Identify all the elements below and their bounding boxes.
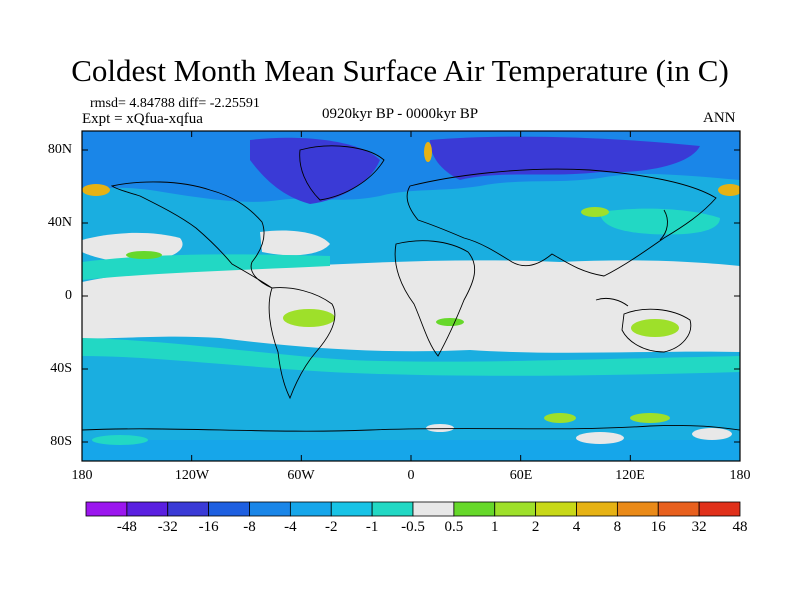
period-label: 0920kyr BP - 0000kyr BP [322,106,479,122]
coast-greenland [299,145,385,201]
field-ant-patch-2 [544,413,576,423]
field-warm-bering-e [718,184,740,196]
x-tick-label: 60E [509,468,533,483]
coast-africa [394,240,476,357]
colorbar-swatch [249,501,291,517]
colorbar-swatch [371,501,414,517]
field-warm-arctic [424,142,432,162]
field-neutral-tropics [82,260,740,353]
field-warm-africa [436,318,464,326]
colorbar-label: -0.5 [401,519,425,535]
colorbar-swatch [208,501,250,517]
y-tick-label: 40N [47,215,72,230]
colorbar-label: 8 [613,519,622,535]
rmsd-diff-text: rmsd= 4.84788 diff= -2.25591 [90,96,260,111]
field-siberia-cold [430,136,700,180]
field-antarctic [82,440,740,461]
colorbar-label: -1 [365,519,379,535]
field-neutral-natl [260,230,330,256]
experiment-label: Expt = xQfua-xqfua [82,111,203,127]
field-warm-australia [631,319,679,337]
y-tick-label: 0 [65,288,72,303]
colorbar-swatch [330,501,373,517]
x-tick-label: 120W [174,468,210,483]
colorbar-label: -8 [243,519,256,535]
map-field [82,131,740,461]
field-warm-npac2 [581,207,609,217]
colorbar-swatch [535,501,577,517]
field-cyan-north [82,254,330,280]
coast-indonesia [595,297,629,307]
x-tick-label: 180 [729,468,751,483]
colorbar-swatch [494,501,537,517]
x-tick-label: 120E [615,468,645,483]
coastlines [82,145,740,432]
colorbar-label: 16 [650,519,666,535]
colorbar [85,501,741,517]
colorbar-swatch [412,501,455,517]
colorbar-label: 0.5 [444,519,464,535]
coast-antarctica [82,425,740,432]
colorbar-label: -4 [284,519,297,535]
colorbar-swatch [167,501,210,517]
colorbar-swatch [657,501,700,517]
field-ant-patch-6 [92,435,148,445]
season-label: ANN [703,110,736,126]
colorbar-swatch [453,501,496,517]
field-warm-npac [126,251,162,259]
colorbar-swatch [126,501,169,517]
colorbar-swatch [576,501,618,517]
x-tick-label: 0 [407,468,415,483]
coast-australia [621,308,692,353]
colorbar-swatch [289,501,332,517]
field-npac-cyan [600,208,720,235]
coast-south-america [268,287,336,400]
y-tick-label: 40S [50,361,72,376]
x-tick-label: 180 [71,468,93,483]
colorbar-label: 4 [572,519,581,535]
colorbar-label: 1 [491,519,499,535]
colorbar-label: 32 [691,519,707,535]
colorbar-label: 48 [732,519,748,535]
field-ant-patch-3 [630,413,670,423]
coast-japan [659,209,668,241]
colorbar-label: -16 [198,519,219,535]
colorbar-label: -2 [325,519,338,535]
x-tick-label: 60W [287,468,315,483]
field-ant-patch-4 [576,432,624,444]
y-tick-label: 80N [47,142,72,157]
colorbar-swatch [698,501,741,517]
field-greenland-cold [250,137,380,204]
field-warm-bering-w [82,184,110,196]
coast-eurasia [406,168,717,277]
colorbar-label: 2 [531,519,540,535]
colorbar-label: -32 [157,519,178,535]
field-ant-patch-5 [692,428,732,440]
field-warm-samerica [283,309,335,327]
y-tick-label: 80S [50,434,72,449]
colorbar-swatch [616,501,659,517]
axis-ticks [81,131,741,461]
field-ant-patch-1 [426,424,454,432]
colorbar-label: -48 [116,519,137,535]
colorbar-swatch [85,501,128,517]
chart-title: Coldest Month Mean Surface Air Temperatu… [71,53,729,88]
field-cyan-south [82,338,740,376]
